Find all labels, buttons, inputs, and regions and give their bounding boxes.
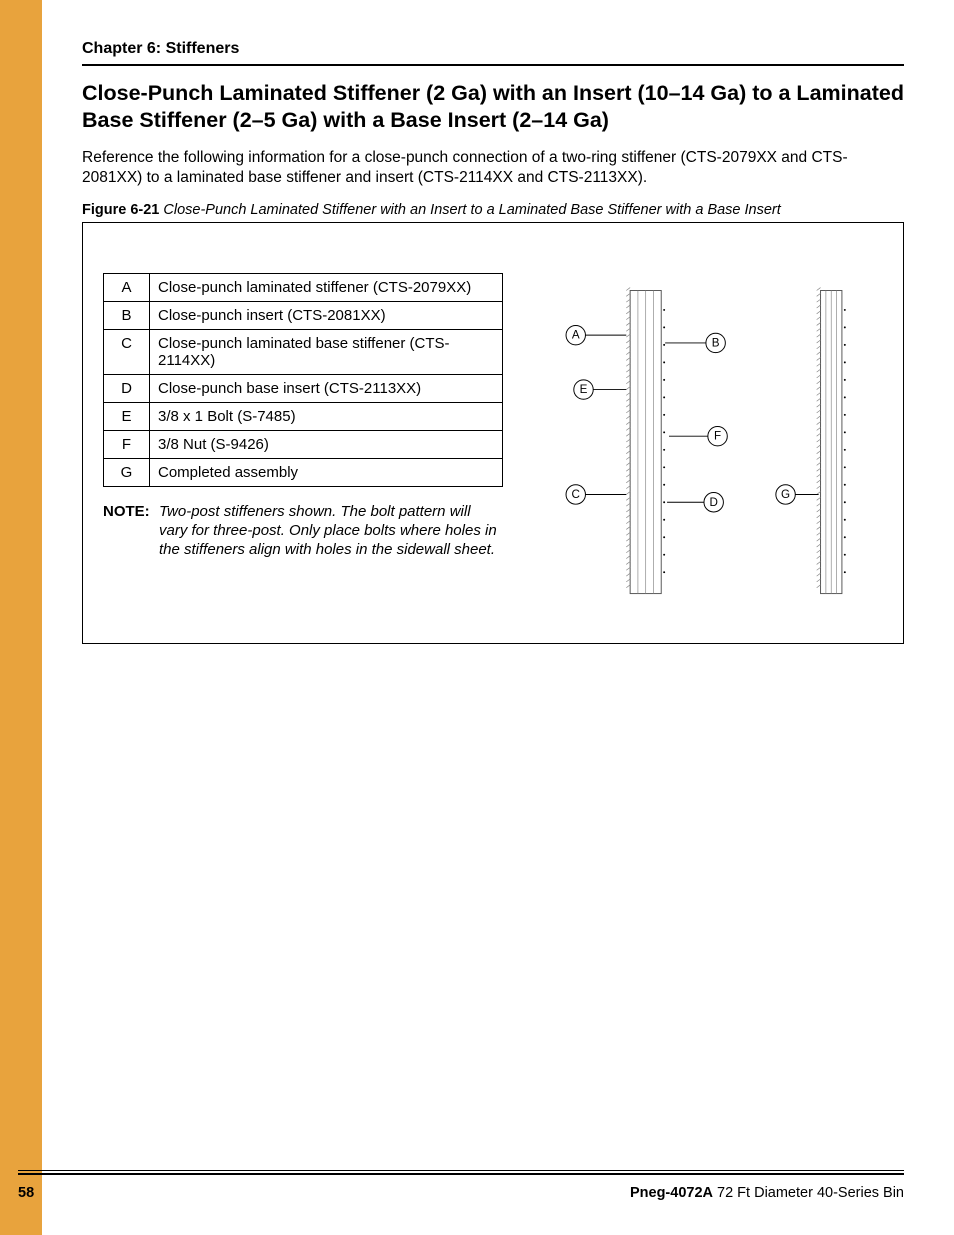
svg-text:B: B [712,336,720,349]
svg-text:C: C [572,488,580,501]
legend-desc: 3/8 Nut (S-9426) [150,431,503,459]
legend-key: G [104,459,150,487]
rule-footer-thin [18,1170,904,1171]
legend-desc: Close-punch base insert (CTS-2113XX) [150,375,503,403]
legend-desc: Close-punch laminated base stiffener (CT… [150,330,503,375]
doc-reference: Pneg-4072A 72 Ft Diameter 40-Series Bin [630,1185,904,1201]
legend-key: B [104,302,150,330]
note-label: NOTE: [103,503,159,559]
figure-caption-text: Close-Punch Laminated Stiffener with an … [163,202,780,218]
chapter-heading: Chapter 6: Stiffeners [82,40,904,58]
page-content: Chapter 6: Stiffeners Close-Punch Lamina… [42,0,954,644]
svg-text:E: E [580,383,588,396]
legend-key: C [104,330,150,375]
legend-desc: 3/8 x 1 Bolt (S-7485) [150,403,503,431]
legend-desc: Close-punch laminated stiffener (CTS-207… [150,274,503,302]
svg-text:F: F [714,430,721,443]
legend-row: AClose-punch laminated stiffener (CTS-20… [104,274,503,302]
figure-label: Figure 6-21 [82,202,159,218]
legend-table: AClose-punch laminated stiffener (CTS-20… [103,273,503,487]
doc-id: Pneg-4072A [630,1185,713,1201]
figure-box: AClose-punch laminated stiffener (CTS-20… [82,222,904,644]
rule-top [82,64,904,66]
page-number: 58 [18,1185,34,1201]
page-footer: 58 Pneg-4072A 72 Ft Diameter 40-Series B… [0,1170,954,1201]
legend-row: DClose-punch base insert (CTS-2113XX) [104,375,503,403]
legend-row: E3/8 x 1 Bolt (S-7485) [104,403,503,431]
figure-caption: Figure 6-21 Close-Punch Laminated Stiffe… [82,202,904,218]
intro-paragraph: Reference the following information for … [82,148,904,188]
legend-desc: Completed assembly [150,459,503,487]
svg-text:D: D [709,496,717,509]
note-block: NOTE: Two-post stiffeners shown. The bol… [103,503,503,559]
section-title: Close-Punch Laminated Stiffener (2 Ga) w… [82,80,904,134]
doc-title: 72 Ft Diameter 40-Series Bin [713,1185,904,1201]
legend-key: A [104,274,150,302]
legend-row: GCompleted assembly [104,459,503,487]
assembly-diagram: A B E F C D G [523,273,883,613]
legend-row: BClose-punch insert (CTS-2081XX) [104,302,503,330]
svg-text:G: G [781,488,790,501]
legend-key: D [104,375,150,403]
legend-row: CClose-punch laminated base stiffener (C… [104,330,503,375]
svg-text:A: A [572,329,580,342]
legend-key: E [104,403,150,431]
legend-desc: Close-punch insert (CTS-2081XX) [150,302,503,330]
note-text: Two-post stiffeners shown. The bolt patt… [159,503,503,559]
legend-row: F3/8 Nut (S-9426) [104,431,503,459]
rule-footer-thick [18,1173,904,1175]
legend-key: F [104,431,150,459]
side-accent-bar [0,0,42,1235]
legend-column: AClose-punch laminated stiffener (CTS-20… [103,273,503,559]
